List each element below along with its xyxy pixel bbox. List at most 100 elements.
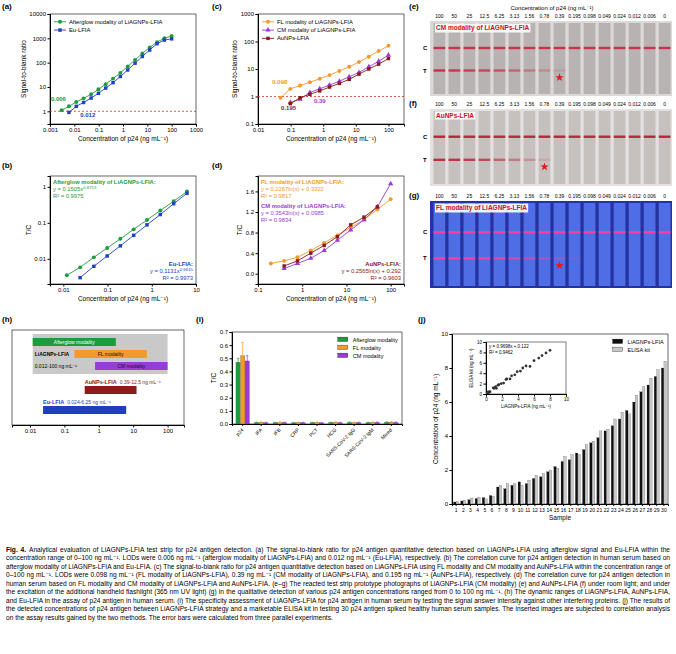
- plot-frame: [12, 330, 184, 425]
- data-point: [282, 264, 285, 267]
- range-bar: [43, 406, 126, 414]
- tick-mark: [391, 424, 392, 426]
- tick: 9: [512, 504, 515, 513]
- error-bar: [376, 422, 378, 424]
- legend-label: CM modality of LiAGNPs-LFIA: [277, 27, 355, 33]
- tick: 4: [476, 504, 479, 513]
- bar: [504, 489, 506, 504]
- tick-label: 3.13: [510, 101, 520, 107]
- data-point: [296, 255, 300, 259]
- axis-line: [13, 426, 185, 428]
- tick-mark: [346, 284, 347, 287]
- range-bar: [95, 362, 168, 370]
- data-point: [78, 265, 82, 269]
- tick-label: 25: [467, 101, 473, 107]
- y-axis: 0.11101001000: [241, 11, 259, 127]
- tick-mark: [372, 424, 373, 426]
- bar: [385, 422, 389, 424]
- equation-exponent: 0.8713: [83, 185, 97, 190]
- tick: 10: [130, 425, 137, 434]
- tick-mark: [534, 394, 535, 397]
- annotation: 0.012: [80, 112, 96, 118]
- error-cap: [260, 421, 262, 422]
- bar: [471, 498, 473, 504]
- legend-marker: [58, 20, 62, 24]
- test-line: [659, 69, 671, 71]
- x-axis: p24IFAIFBCRPPCTHCGSARS-CoV-2 IgGSARS-CoV…: [233, 424, 403, 458]
- equation-text: y = 0.2267ln(x) + 0.3322: [261, 186, 324, 192]
- panel-label: (b): [2, 161, 13, 170]
- figure-canvas: 0.0010.010.11101001000110100100010000Con…: [0, 0, 676, 546]
- tick-label: 10: [518, 507, 524, 513]
- y-axis: 110100100010000: [29, 11, 50, 124]
- bar: [371, 422, 375, 424]
- bar: [633, 402, 635, 504]
- bar: [635, 395, 637, 504]
- test-strip: [629, 111, 641, 184]
- x-axis: 1234567891011121314151617181920212223242…: [453, 504, 669, 513]
- tick: 0.1: [254, 284, 263, 293]
- tick: 0.01: [69, 124, 81, 133]
- data-point: [105, 254, 108, 257]
- tick-label: 0.024: [613, 193, 626, 199]
- data-point: [533, 359, 536, 362]
- tick: 1: [301, 284, 305, 293]
- axis-line: [256, 15, 259, 125]
- data-point: [367, 67, 370, 70]
- data-point: [529, 365, 532, 368]
- plot-frame: [452, 334, 668, 504]
- test-strip: [644, 203, 656, 286]
- error-bar: [311, 422, 313, 424]
- tick-label: 1: [43, 109, 47, 115]
- bar: [532, 479, 534, 505]
- row-label: C: [423, 134, 428, 140]
- bar: [657, 370, 659, 504]
- test-strip: [449, 203, 461, 286]
- data-point: [185, 192, 188, 195]
- error-bar: [246, 356, 248, 367]
- test-line: [434, 69, 446, 71]
- bar: [540, 477, 542, 504]
- control-line: [524, 136, 536, 138]
- tick-label: 20: [589, 507, 595, 513]
- tick-label: 0.001: [43, 127, 59, 133]
- error-bar: [302, 422, 304, 424]
- error-bar: [260, 422, 262, 423]
- tick-label: 10: [441, 331, 448, 337]
- tick-mark: [256, 14, 259, 15]
- tick-label: 0.006: [643, 193, 656, 199]
- data-point: [308, 93, 311, 96]
- bar: [497, 487, 499, 504]
- control-line: [569, 47, 581, 49]
- bar: [310, 423, 314, 424]
- data-point: [158, 209, 162, 213]
- tick-label: 25: [467, 13, 473, 19]
- error-cap: [283, 422, 285, 423]
- tick-mark: [298, 424, 299, 426]
- bar: [642, 387, 644, 504]
- tick-label: 0.4: [246, 251, 255, 257]
- labels: Afterglow modalityFL modalityCM modality…: [35, 339, 161, 405]
- data-point: [375, 204, 380, 209]
- data-point: [510, 374, 513, 377]
- tick-mark: [484, 373, 487, 374]
- control-line: [494, 136, 506, 138]
- error-cap: [311, 422, 313, 423]
- tick: 15: [554, 504, 560, 513]
- tick-mark: [48, 187, 51, 188]
- tick-label: 10: [344, 287, 351, 293]
- tick: 1: [43, 109, 50, 115]
- bar: [556, 468, 558, 504]
- tick: 0.01: [58, 284, 70, 293]
- test-line: [629, 69, 641, 71]
- control-line: [659, 231, 671, 233]
- data-point: [502, 382, 505, 385]
- tick-label: 13: [539, 507, 545, 513]
- tick: 29: [654, 504, 660, 513]
- control-line: [434, 47, 446, 49]
- data-point: [377, 62, 380, 65]
- control-line: [659, 136, 671, 138]
- tick: 0.8: [246, 230, 258, 236]
- error-line: [386, 421, 387, 423]
- axis-line: [230, 333, 233, 425]
